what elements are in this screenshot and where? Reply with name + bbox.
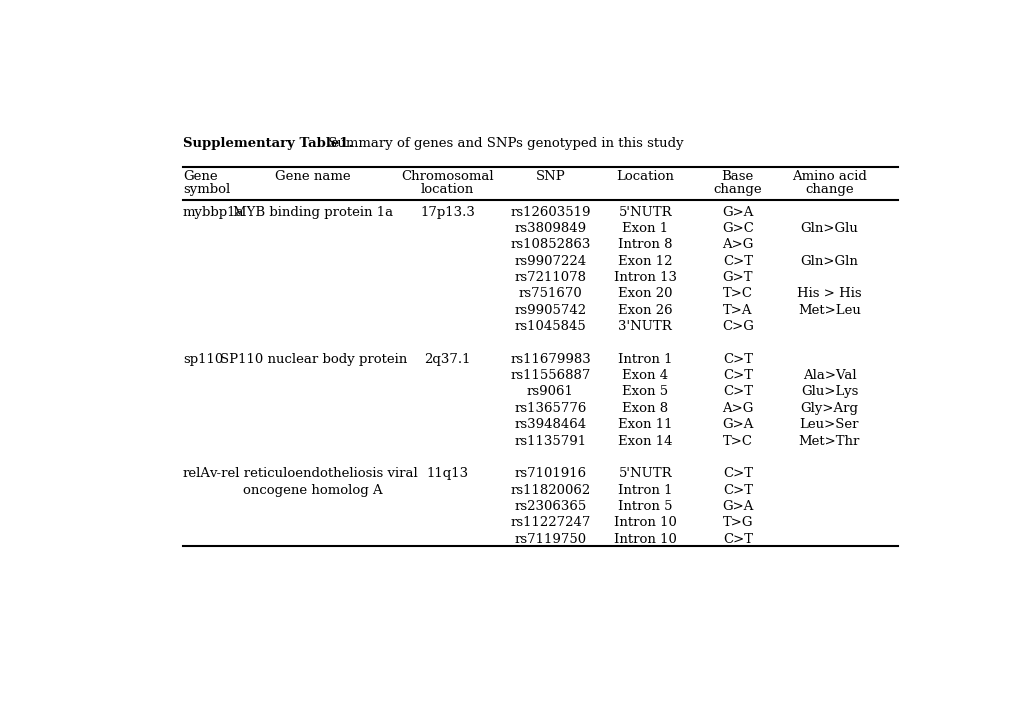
Text: Ala>Val: Ala>Val <box>802 369 855 382</box>
Text: C>T: C>T <box>722 484 752 497</box>
Text: A>G: A>G <box>721 402 753 415</box>
Text: Exon 14: Exon 14 <box>618 435 672 448</box>
Text: change: change <box>712 183 761 196</box>
Text: Gene: Gene <box>182 170 217 183</box>
Text: Intron 5: Intron 5 <box>618 500 672 513</box>
Text: Met>Thr: Met>Thr <box>798 435 859 448</box>
Text: C>G: C>G <box>721 320 753 333</box>
Text: Intron 1: Intron 1 <box>618 353 672 366</box>
Text: sp110: sp110 <box>182 353 223 366</box>
Text: Supplementary Table1.: Supplementary Table1. <box>182 137 353 150</box>
Text: Exon 12: Exon 12 <box>618 255 672 268</box>
Text: location: location <box>421 183 474 196</box>
Text: G>A: G>A <box>721 206 753 219</box>
Text: G>C: G>C <box>721 222 753 235</box>
Text: 5'NUTR: 5'NUTR <box>618 467 672 480</box>
Text: Gln>Glu: Gln>Glu <box>800 222 858 235</box>
Text: rs751670: rs751670 <box>518 287 582 300</box>
Text: rs11227247: rs11227247 <box>510 516 590 529</box>
Text: C>T: C>T <box>722 369 752 382</box>
Text: rs1045845: rs1045845 <box>514 320 586 333</box>
Text: 17p13.3: 17p13.3 <box>420 206 475 219</box>
Text: T>G: T>G <box>721 516 752 529</box>
Text: rs12603519: rs12603519 <box>510 206 590 219</box>
Text: rs11679983: rs11679983 <box>510 353 590 366</box>
Text: C>T: C>T <box>722 353 752 366</box>
Text: Exon 26: Exon 26 <box>618 304 672 317</box>
Text: G>A: G>A <box>721 500 753 513</box>
Text: v-rel reticuloendotheliosis viral: v-rel reticuloendotheliosis viral <box>209 467 417 480</box>
Text: MYB binding protein 1a: MYB binding protein 1a <box>233 206 393 219</box>
Text: rs3948464: rs3948464 <box>514 418 586 431</box>
Text: His > His: His > His <box>797 287 861 300</box>
Text: SP110 nuclear body protein: SP110 nuclear body protein <box>219 353 407 366</box>
Text: Met>Leu: Met>Leu <box>797 304 860 317</box>
Text: Gly>Arg: Gly>Arg <box>800 402 858 415</box>
Text: G>A: G>A <box>721 418 753 431</box>
Text: Exon 20: Exon 20 <box>618 287 672 300</box>
Text: T>C: T>C <box>722 287 752 300</box>
Text: Exon 1: Exon 1 <box>622 222 667 235</box>
Text: 2q37.1: 2q37.1 <box>424 353 471 366</box>
Text: C>T: C>T <box>722 385 752 398</box>
Text: 3'NUTR: 3'NUTR <box>618 320 672 333</box>
Text: Exon 11: Exon 11 <box>618 418 672 431</box>
Text: Amino acid: Amino acid <box>791 170 866 183</box>
Text: symbol: symbol <box>182 183 230 196</box>
Text: rs11820062: rs11820062 <box>510 484 590 497</box>
Text: Exon 8: Exon 8 <box>622 402 667 415</box>
Text: C>T: C>T <box>722 255 752 268</box>
Text: mybbp1a: mybbp1a <box>182 206 245 219</box>
Text: rs9061: rs9061 <box>527 385 574 398</box>
Text: Gln>Gln: Gln>Gln <box>800 255 858 268</box>
Text: Intron 10: Intron 10 <box>613 533 676 546</box>
Text: Base: Base <box>720 170 753 183</box>
Text: 5'NUTR: 5'NUTR <box>618 206 672 219</box>
Text: rs1135791: rs1135791 <box>514 435 586 448</box>
Text: Intron 8: Intron 8 <box>618 238 672 251</box>
Text: Gene name: Gene name <box>275 170 351 183</box>
Text: rs1365776: rs1365776 <box>514 402 586 415</box>
Text: rs9905742: rs9905742 <box>514 304 586 317</box>
Text: Leu>Ser: Leu>Ser <box>799 418 858 431</box>
Text: C>T: C>T <box>722 467 752 480</box>
Text: G>T: G>T <box>721 271 752 284</box>
Text: Exon 5: Exon 5 <box>622 385 667 398</box>
Text: Summary of genes and SNPs genotyped in this study: Summary of genes and SNPs genotyped in t… <box>323 137 683 150</box>
Text: Chromosomal: Chromosomal <box>400 170 493 183</box>
Text: 11q13: 11q13 <box>426 467 469 480</box>
Text: T>A: T>A <box>722 304 752 317</box>
Text: SNP: SNP <box>535 170 565 183</box>
Text: relA: relA <box>182 467 211 480</box>
Text: rs11556887: rs11556887 <box>510 369 590 382</box>
Text: Exon 4: Exon 4 <box>622 369 667 382</box>
Text: Intron 1: Intron 1 <box>618 484 672 497</box>
Text: rs2306365: rs2306365 <box>514 500 586 513</box>
Text: rs9907224: rs9907224 <box>514 255 586 268</box>
Text: rs10852863: rs10852863 <box>510 238 590 251</box>
Text: rs7211078: rs7211078 <box>514 271 586 284</box>
Text: rs3809849: rs3809849 <box>514 222 586 235</box>
Text: Intron 10: Intron 10 <box>613 516 676 529</box>
Text: A>G: A>G <box>721 238 753 251</box>
Text: Glu>Lys: Glu>Lys <box>800 385 857 398</box>
Text: T>C: T>C <box>722 435 752 448</box>
Text: oncogene homolog A: oncogene homolog A <box>244 484 383 497</box>
Text: rs7101916: rs7101916 <box>514 467 586 480</box>
Text: change: change <box>804 183 853 196</box>
Text: C>T: C>T <box>722 533 752 546</box>
Text: Intron 13: Intron 13 <box>613 271 677 284</box>
Text: rs7119750: rs7119750 <box>514 533 586 546</box>
Text: Location: Location <box>615 170 674 183</box>
